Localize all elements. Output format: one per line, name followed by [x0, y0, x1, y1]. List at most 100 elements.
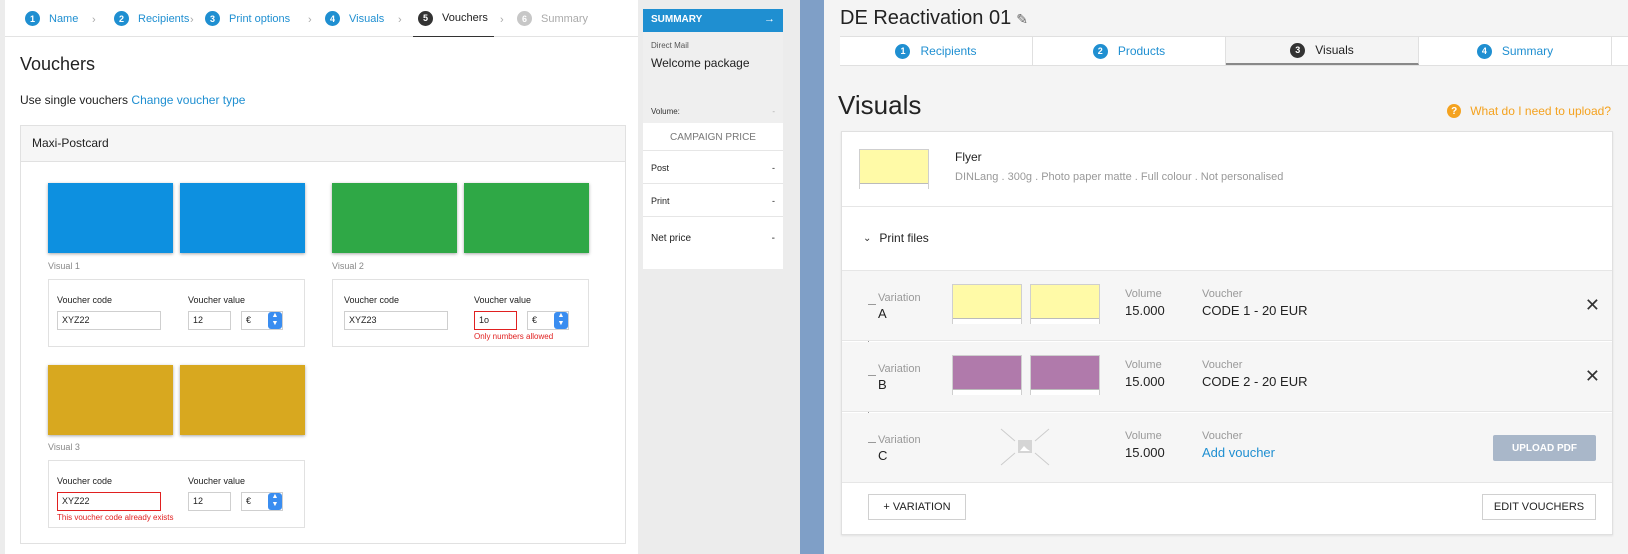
visuals-screen: DE Reactivation 01 ✎ 1 Recipients 2 Product…: [824, 0, 1628, 554]
variation-front-thumb[interactable]: [952, 355, 1022, 395]
step-label: Name: [49, 12, 79, 25]
variation-row-b: Variation B Volume 15.000 Voucher CODE 2…: [842, 342, 1612, 412]
step-name[interactable]: 1 Name: [25, 0, 78, 37]
step-number: 6: [517, 11, 532, 26]
tree-branch: [868, 375, 876, 376]
voucher-form-2: Voucher code XYZ23 Voucher value 1o € ▲ ▼…: [332, 279, 589, 347]
voucher-code-label: Voucher code: [57, 476, 113, 486]
step-summary[interactable]: 6 Summary: [517, 0, 588, 37]
variation-label: Variation: [878, 292, 921, 304]
voucher-label: Voucher: [1202, 288, 1243, 300]
campaign-name: DE Reactivation 01: [840, 7, 1012, 29]
arrow-right-icon: →: [764, 13, 775, 25]
edit-pencil-icon[interactable]: ✎: [1016, 11, 1028, 27]
tab-number: 3: [1290, 42, 1306, 58]
upload-help-link[interactable]: ? What do I need to upload?: [1447, 104, 1611, 118]
chevron-right-icon: ›: [398, 14, 402, 26]
chevron-right-icon: ›: [308, 14, 312, 26]
volume-label: Volume: [1125, 359, 1162, 371]
voucher-label: Voucher: [1202, 359, 1243, 371]
price-value: -: [771, 233, 775, 244]
price-label: Net price: [651, 233, 692, 244]
voucher-type-text: Use single vouchers: [20, 93, 129, 107]
variation-name: B: [878, 377, 887, 392]
voucher-value-input[interactable]: 1o: [474, 311, 517, 330]
step-number: 5: [418, 10, 433, 26]
error-message: Only numbers allowed: [474, 332, 554, 341]
direct-mail-box: Direct Mail Welcome package Volume: -: [643, 32, 783, 123]
product-name: Flyer: [955, 150, 982, 164]
voucher-code-input[interactable]: XYZ22: [57, 311, 161, 330]
step-visuals[interactable]: 4 Visuals: [325, 0, 384, 37]
volume-value: 15.000: [1125, 445, 1165, 460]
voucher-value-input[interactable]: 12: [188, 311, 231, 330]
step-label: Print options: [229, 12, 291, 25]
question-icon: ?: [1447, 104, 1462, 118]
vouchers-main: 1 Name › 2 Recipients › 3 Print options › 4…: [5, 0, 638, 554]
variation-name: C: [878, 448, 888, 463]
print-files-label: Print files: [879, 231, 929, 245]
voucher-form-3: Voucher code XYZ22 Voucher value 12 € ▲ ▼…: [48, 460, 305, 528]
step-label: Recipients: [138, 12, 190, 25]
step-recipients[interactable]: 2 Recipients: [114, 0, 189, 37]
voucher-value-label: Voucher value: [188, 295, 246, 305]
summary-sidebar: SUMMARY → Direct Mail Welcome package Vol…: [643, 9, 783, 269]
package-name: Welcome package: [651, 56, 750, 70]
variation-back-thumb[interactable]: [1030, 355, 1100, 395]
summary-header: SUMMARY: [651, 14, 703, 25]
add-variation-button[interactable]: + VARIATION: [868, 494, 966, 520]
variation-front-thumb[interactable]: [952, 284, 1022, 324]
tab-products[interactable]: 2 Products: [1033, 37, 1226, 65]
edit-vouchers-button[interactable]: EDIT VOUCHERS: [1482, 494, 1596, 520]
maxi-postcard-panel: Maxi-Postcard Visual 1 Voucher code XYZ2…: [20, 125, 626, 544]
change-voucher-type-link[interactable]: Change voucher type: [131, 93, 246, 107]
step-number: 3: [205, 11, 220, 26]
variation-label: Variation: [878, 434, 921, 446]
campaign-price-heading: CAMPAIGN PRICE: [643, 123, 783, 151]
summary-button[interactable]: SUMMARY →: [643, 9, 783, 32]
variation-name: A: [878, 306, 887, 321]
tab-visuals[interactable]: 3 Visuals: [1226, 37, 1419, 65]
tab-number: 2: [1092, 43, 1108, 59]
voucher-code-input[interactable]: XYZ23: [344, 311, 448, 330]
stepper-arrows-icon[interactable]: ▲ ▼: [268, 493, 282, 510]
tree-branch: [868, 304, 876, 305]
tab-label: Products: [1117, 44, 1166, 58]
visual-label: Visual 3: [48, 442, 80, 452]
volume-label: Volume: [1125, 288, 1162, 300]
upload-pdf-button[interactable]: UPLOAD PDF: [1493, 435, 1596, 461]
visual-label: Visual 1: [48, 261, 80, 271]
wizard-tabs: 1 Recipients 2 Products 3 Visuals 4 Summary: [840, 36, 1628, 66]
step-number: 4: [325, 11, 340, 26]
voucher-value-input[interactable]: 12: [188, 492, 231, 511]
voucher-code-label: Voucher code: [344, 295, 400, 305]
wizard-steps: 1 Name › 2 Recipients › 3 Print options › 4…: [5, 0, 638, 37]
close-icon[interactable]: ✕: [1584, 295, 1600, 315]
visual-3-front: [48, 365, 173, 435]
price-row-net: Net price -: [643, 217, 783, 257]
step-label: Visuals: [349, 12, 385, 25]
variation-row-a: Variation A Volume 15.000 Voucher CODE 1…: [842, 271, 1612, 341]
voucher-value-label: Voucher value: [474, 295, 532, 305]
visual-2-back: [464, 183, 589, 253]
print-files-toggle[interactable]: ⌄ Print files: [863, 231, 929, 245]
step-print-options[interactable]: 3 Print options: [205, 0, 290, 37]
volume-label: Volume:: [651, 107, 680, 116]
voucher-code-input[interactable]: XYZ22: [57, 492, 161, 511]
tab-summary[interactable]: 4 Summary: [1419, 37, 1612, 65]
stepper-arrows-icon[interactable]: ▲ ▼: [554, 312, 568, 329]
step-number: 1: [25, 11, 40, 26]
voucher-value: CODE 1 - 20 EUR: [1202, 303, 1308, 318]
section-title: Visuals: [838, 90, 922, 120]
variation-back-thumb[interactable]: [1030, 284, 1100, 324]
add-voucher-link[interactable]: Add voucher: [1202, 445, 1275, 460]
close-icon[interactable]: ✕: [1584, 366, 1600, 386]
tab-recipients[interactable]: 1 Recipients: [840, 37, 1033, 65]
voucher-value-label: Voucher value: [188, 476, 246, 486]
volume-value: 15.000: [1125, 374, 1165, 389]
visual-1-front: [48, 183, 173, 253]
stepper-arrows-icon[interactable]: ▲ ▼: [268, 312, 282, 329]
step-label: Summary: [541, 12, 589, 25]
visual-label: Visual 2: [332, 261, 364, 271]
step-vouchers[interactable]: 5 Vouchers: [413, 0, 494, 37]
